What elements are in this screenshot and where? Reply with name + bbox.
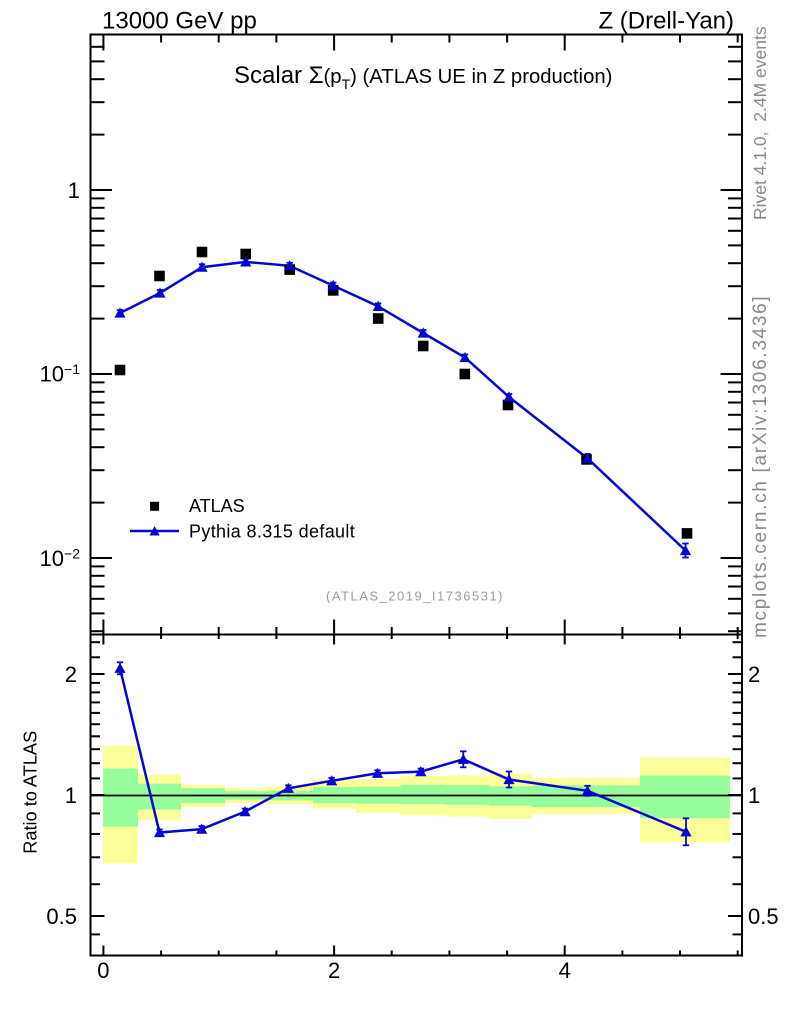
svg-text:Ratio to ATLAS: Ratio to ATLAS bbox=[21, 731, 41, 854]
svg-text:1: 1 bbox=[68, 178, 80, 203]
svg-text:0.5: 0.5 bbox=[46, 904, 77, 929]
svg-text:Rivet 4.1.0, 2.4M events: Rivet 4.1.0, 2.4M events bbox=[750, 26, 770, 220]
svg-text:2: 2 bbox=[328, 958, 340, 983]
svg-text:0.5: 0.5 bbox=[748, 904, 779, 929]
svg-text:2: 2 bbox=[748, 662, 760, 687]
svg-text:2: 2 bbox=[65, 662, 77, 687]
svg-text:(ATLAS_2019_I1736531): (ATLAS_2019_I1736531) bbox=[326, 589, 504, 604]
svg-text:4: 4 bbox=[559, 958, 571, 983]
svg-text:1: 1 bbox=[748, 783, 760, 808]
svg-text:0: 0 bbox=[97, 958, 109, 983]
svg-text:1: 1 bbox=[65, 783, 77, 808]
svg-text:mcplots.cern.ch [arXiv:1306.34: mcplots.cern.ch [arXiv:1306.3436] bbox=[750, 295, 771, 638]
svg-text:ATLAS: ATLAS bbox=[189, 496, 245, 516]
svg-text:13000 GeV pp: 13000 GeV pp bbox=[102, 8, 257, 35]
svg-text:Scalar Σ(pT) (ATLAS UE in Z pr: Scalar Σ(pT) (ATLAS UE in Z production) bbox=[234, 62, 612, 92]
svg-text:Z (Drell-Yan): Z (Drell-Yan) bbox=[598, 8, 734, 35]
svg-text:Pythia 8.315 default: Pythia 8.315 default bbox=[189, 522, 355, 542]
